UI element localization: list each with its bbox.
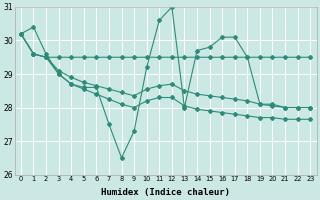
X-axis label: Humidex (Indice chaleur): Humidex (Indice chaleur) xyxy=(101,188,230,197)
